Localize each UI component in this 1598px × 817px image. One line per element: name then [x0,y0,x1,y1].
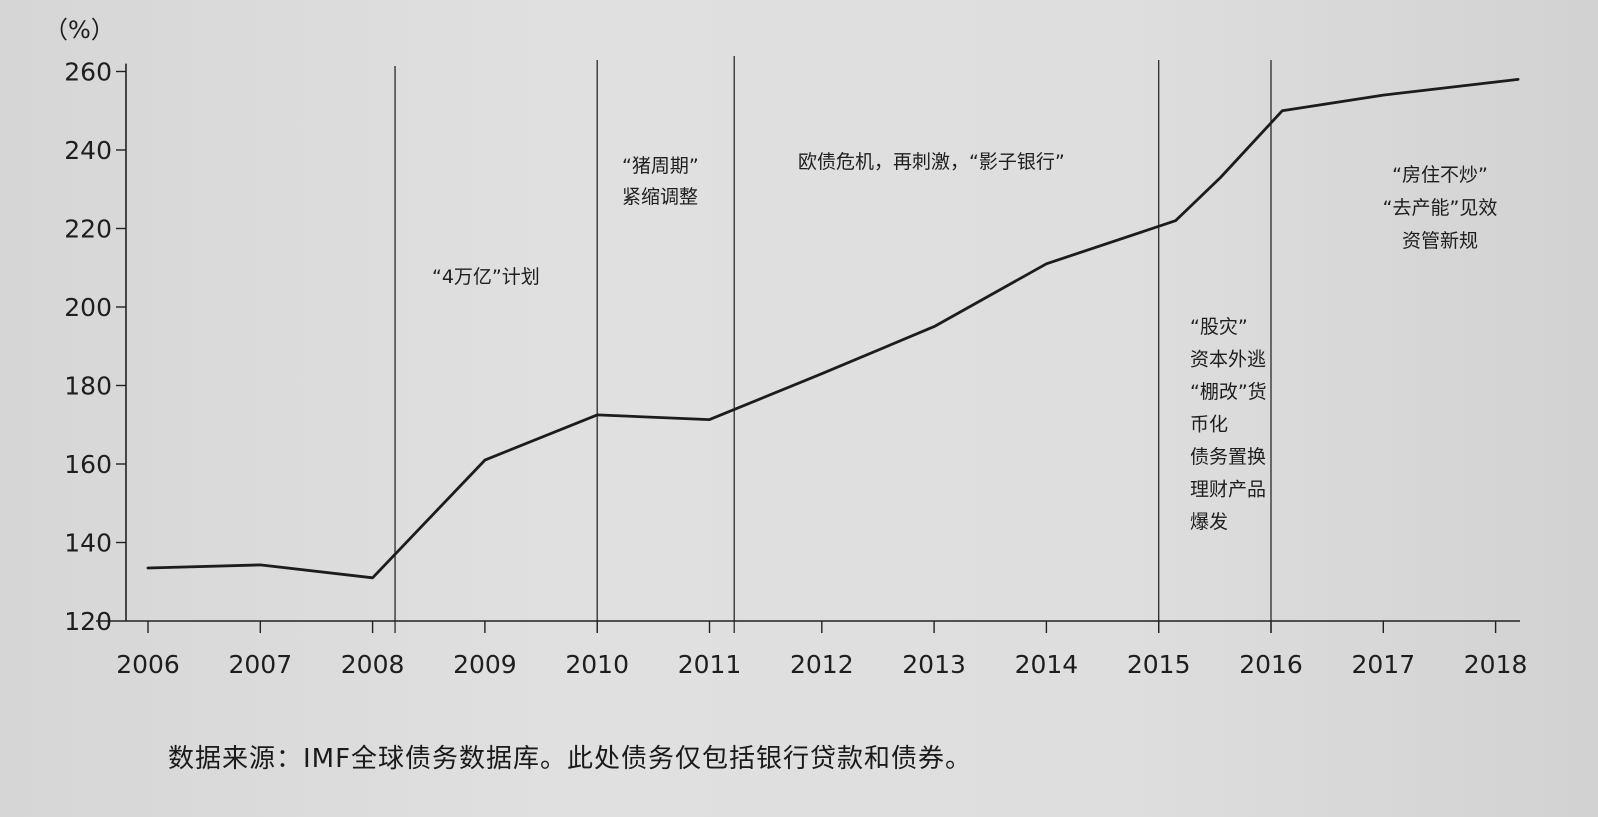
annotations-layer: “4万亿”计划“猪周期”紧缩调整欧债危机，再刺激，“影子银行”“股灾”资本外逃“… [432,151,1497,533]
x-tick-label: 2014 [1015,650,1079,679]
source-caption: 数据来源：IMF全球债务数据库。此处债务仅包括银行贷款和债券。 [168,744,973,774]
annotation-line: “棚改”货 [1190,381,1267,403]
vertical-lines-layer [394,56,1272,633]
annotation-line: 欧债危机，再刺激，“影子银行” [798,151,1065,173]
y-tick-label: 220 [64,215,112,244]
x-tick-label: 2006 [116,650,180,679]
period-annotation: “猪周期” 紧缩调整 [622,155,699,208]
period-annotation: 欧债危机，再刺激，“影子银行” [798,151,1065,173]
x-tick-label: 2015 [1127,650,1191,679]
x-tick-label: 2012 [790,650,854,679]
x-tick-label: 2010 [565,650,629,679]
y-tick-label: 180 [64,372,112,401]
y-tick-label: 240 [64,136,112,165]
axes-layer: 120 140 160 180 200 220 240 260 （%） 2006 2007 2008 2… [44,16,1527,679]
annotation-line: 紧缩调整 [622,186,698,208]
period-annotation: “股灾” 资本外逃 “棚改”货币化债务置换理财产品爆发 [1190,316,1267,533]
annotation-line: 债务置换 [1190,446,1266,468]
annotation-line: “房住不炒” [1392,164,1488,186]
annotation-line: “猪周期” [622,155,699,177]
annotation-line: “4万亿”计划 [432,266,540,288]
x-tick-label: 2013 [902,650,966,679]
y-tick-label: 140 [64,529,112,558]
x-tick-label: 2017 [1351,650,1415,679]
annotation-line: 理财产品 [1190,479,1266,501]
annotation-line: “股灾” [1190,316,1248,338]
x-tick-label: 2008 [341,650,405,679]
period-annotation: “房住不炒” “去产能”见效资管新规 [1383,164,1498,252]
annotation-line: “去产能”见效 [1383,197,1498,219]
x-tick-label: 2018 [1464,650,1528,679]
annotation-line: 资管新规 [1402,230,1478,252]
debt-line-chart: 120 140 160 180 200 220 240 260 （%） 2006 2007 2008 2… [44,16,1527,679]
annotation-line: 币化 [1190,414,1228,436]
y-tick-label: 260 [64,58,112,87]
x-tick-label: 2007 [228,650,292,679]
debt-ratio-line [146,78,1520,580]
series-layer [146,78,1520,580]
y-axis-unit: （%） [44,16,115,44]
y-tick-label: 160 [64,450,112,479]
y-tick-label: 120 [64,607,112,636]
annotation-line: 爆发 [1190,511,1228,533]
period-annotation: “4万亿”计划 [432,266,540,288]
x-tick-label: 2016 [1239,650,1303,679]
y-tick-label: 200 [64,293,112,322]
x-tick-label: 2011 [678,650,742,679]
x-tick-label: 2009 [453,650,517,679]
annotation-line: 资本外逃 [1190,349,1266,371]
